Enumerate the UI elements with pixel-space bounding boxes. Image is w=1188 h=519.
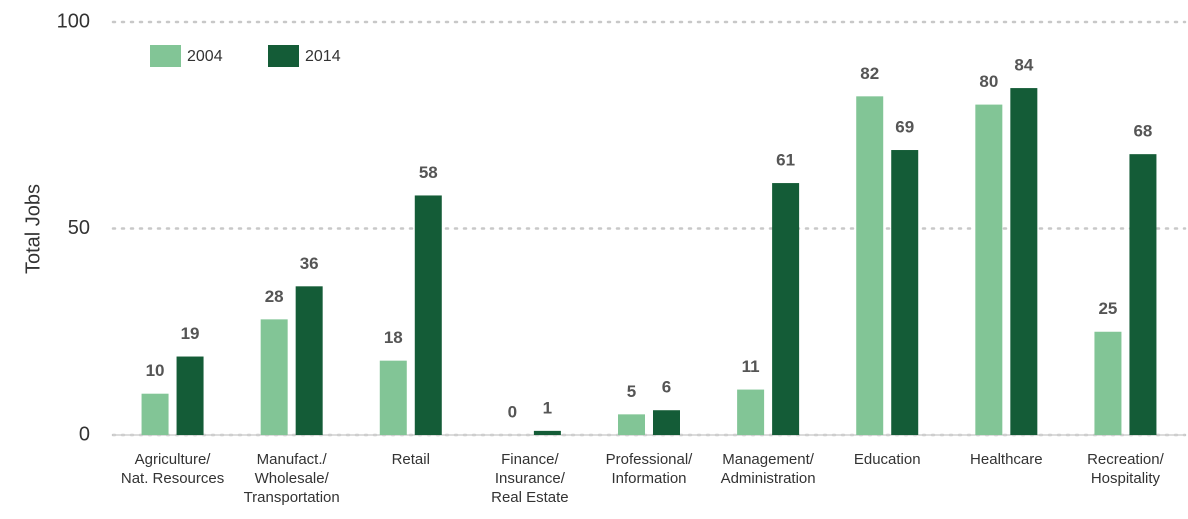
- value-label: 84: [1014, 56, 1033, 75]
- y-tick-label: 50: [68, 217, 90, 239]
- x-tick-label: Healthcare: [970, 451, 1043, 468]
- bar: [653, 410, 680, 435]
- value-label: 10: [146, 361, 165, 380]
- value-label: 11: [742, 357, 760, 376]
- legend-swatch: [268, 45, 299, 67]
- bar: [176, 356, 204, 435]
- bar: [414, 195, 442, 435]
- value-label: 19: [181, 324, 200, 343]
- bar: [856, 96, 884, 435]
- value-label: 18: [384, 328, 403, 347]
- value-label: 25: [1098, 299, 1117, 318]
- value-label: 36: [300, 254, 319, 273]
- bar: [618, 414, 645, 435]
- bar: [379, 360, 407, 435]
- x-tick-label: Education: [854, 451, 921, 468]
- legend-swatch: [150, 45, 181, 67]
- bar: [975, 104, 1003, 435]
- value-label: 1: [543, 398, 552, 417]
- x-tick-label: Finance/Insurance/Real Estate: [491, 451, 569, 506]
- y-axis-label: Total Jobs: [22, 184, 44, 274]
- value-label: 5: [627, 382, 636, 401]
- bar: [891, 150, 919, 435]
- x-tick-label: Retail: [392, 451, 430, 468]
- x-tick-label: Professional/Information: [606, 451, 694, 487]
- value-label: 58: [419, 163, 438, 182]
- bar: [533, 430, 561, 435]
- y-tick-label: 0: [79, 423, 90, 445]
- bar: [141, 393, 169, 435]
- value-label: 0: [508, 402, 517, 421]
- value-label: 6: [662, 378, 671, 397]
- value-label: 28: [265, 287, 284, 306]
- value-label: 69: [895, 118, 914, 137]
- bar: [295, 286, 323, 435]
- bar: [1010, 88, 1038, 435]
- bar: [1129, 154, 1157, 435]
- x-tick-label: Agriculture/Nat. Resources: [121, 451, 224, 487]
- y-tick-label: 100: [57, 10, 90, 32]
- legend-label: 2014: [305, 48, 341, 65]
- x-tick-label: Recreation/Hospitality: [1087, 451, 1165, 487]
- value-label: 68: [1133, 122, 1152, 141]
- value-label: 61: [776, 151, 795, 170]
- value-label: 80: [979, 72, 998, 91]
- bar: [1094, 331, 1122, 435]
- bar: [737, 389, 765, 435]
- legend-label: 2004: [187, 48, 223, 65]
- value-label: 82: [860, 64, 879, 83]
- x-tick-label: Management/Administration: [721, 451, 816, 487]
- bar: [772, 183, 800, 435]
- bar: [260, 319, 288, 435]
- x-tick-label: Manufact./Wholesale/Transportation: [244, 451, 340, 506]
